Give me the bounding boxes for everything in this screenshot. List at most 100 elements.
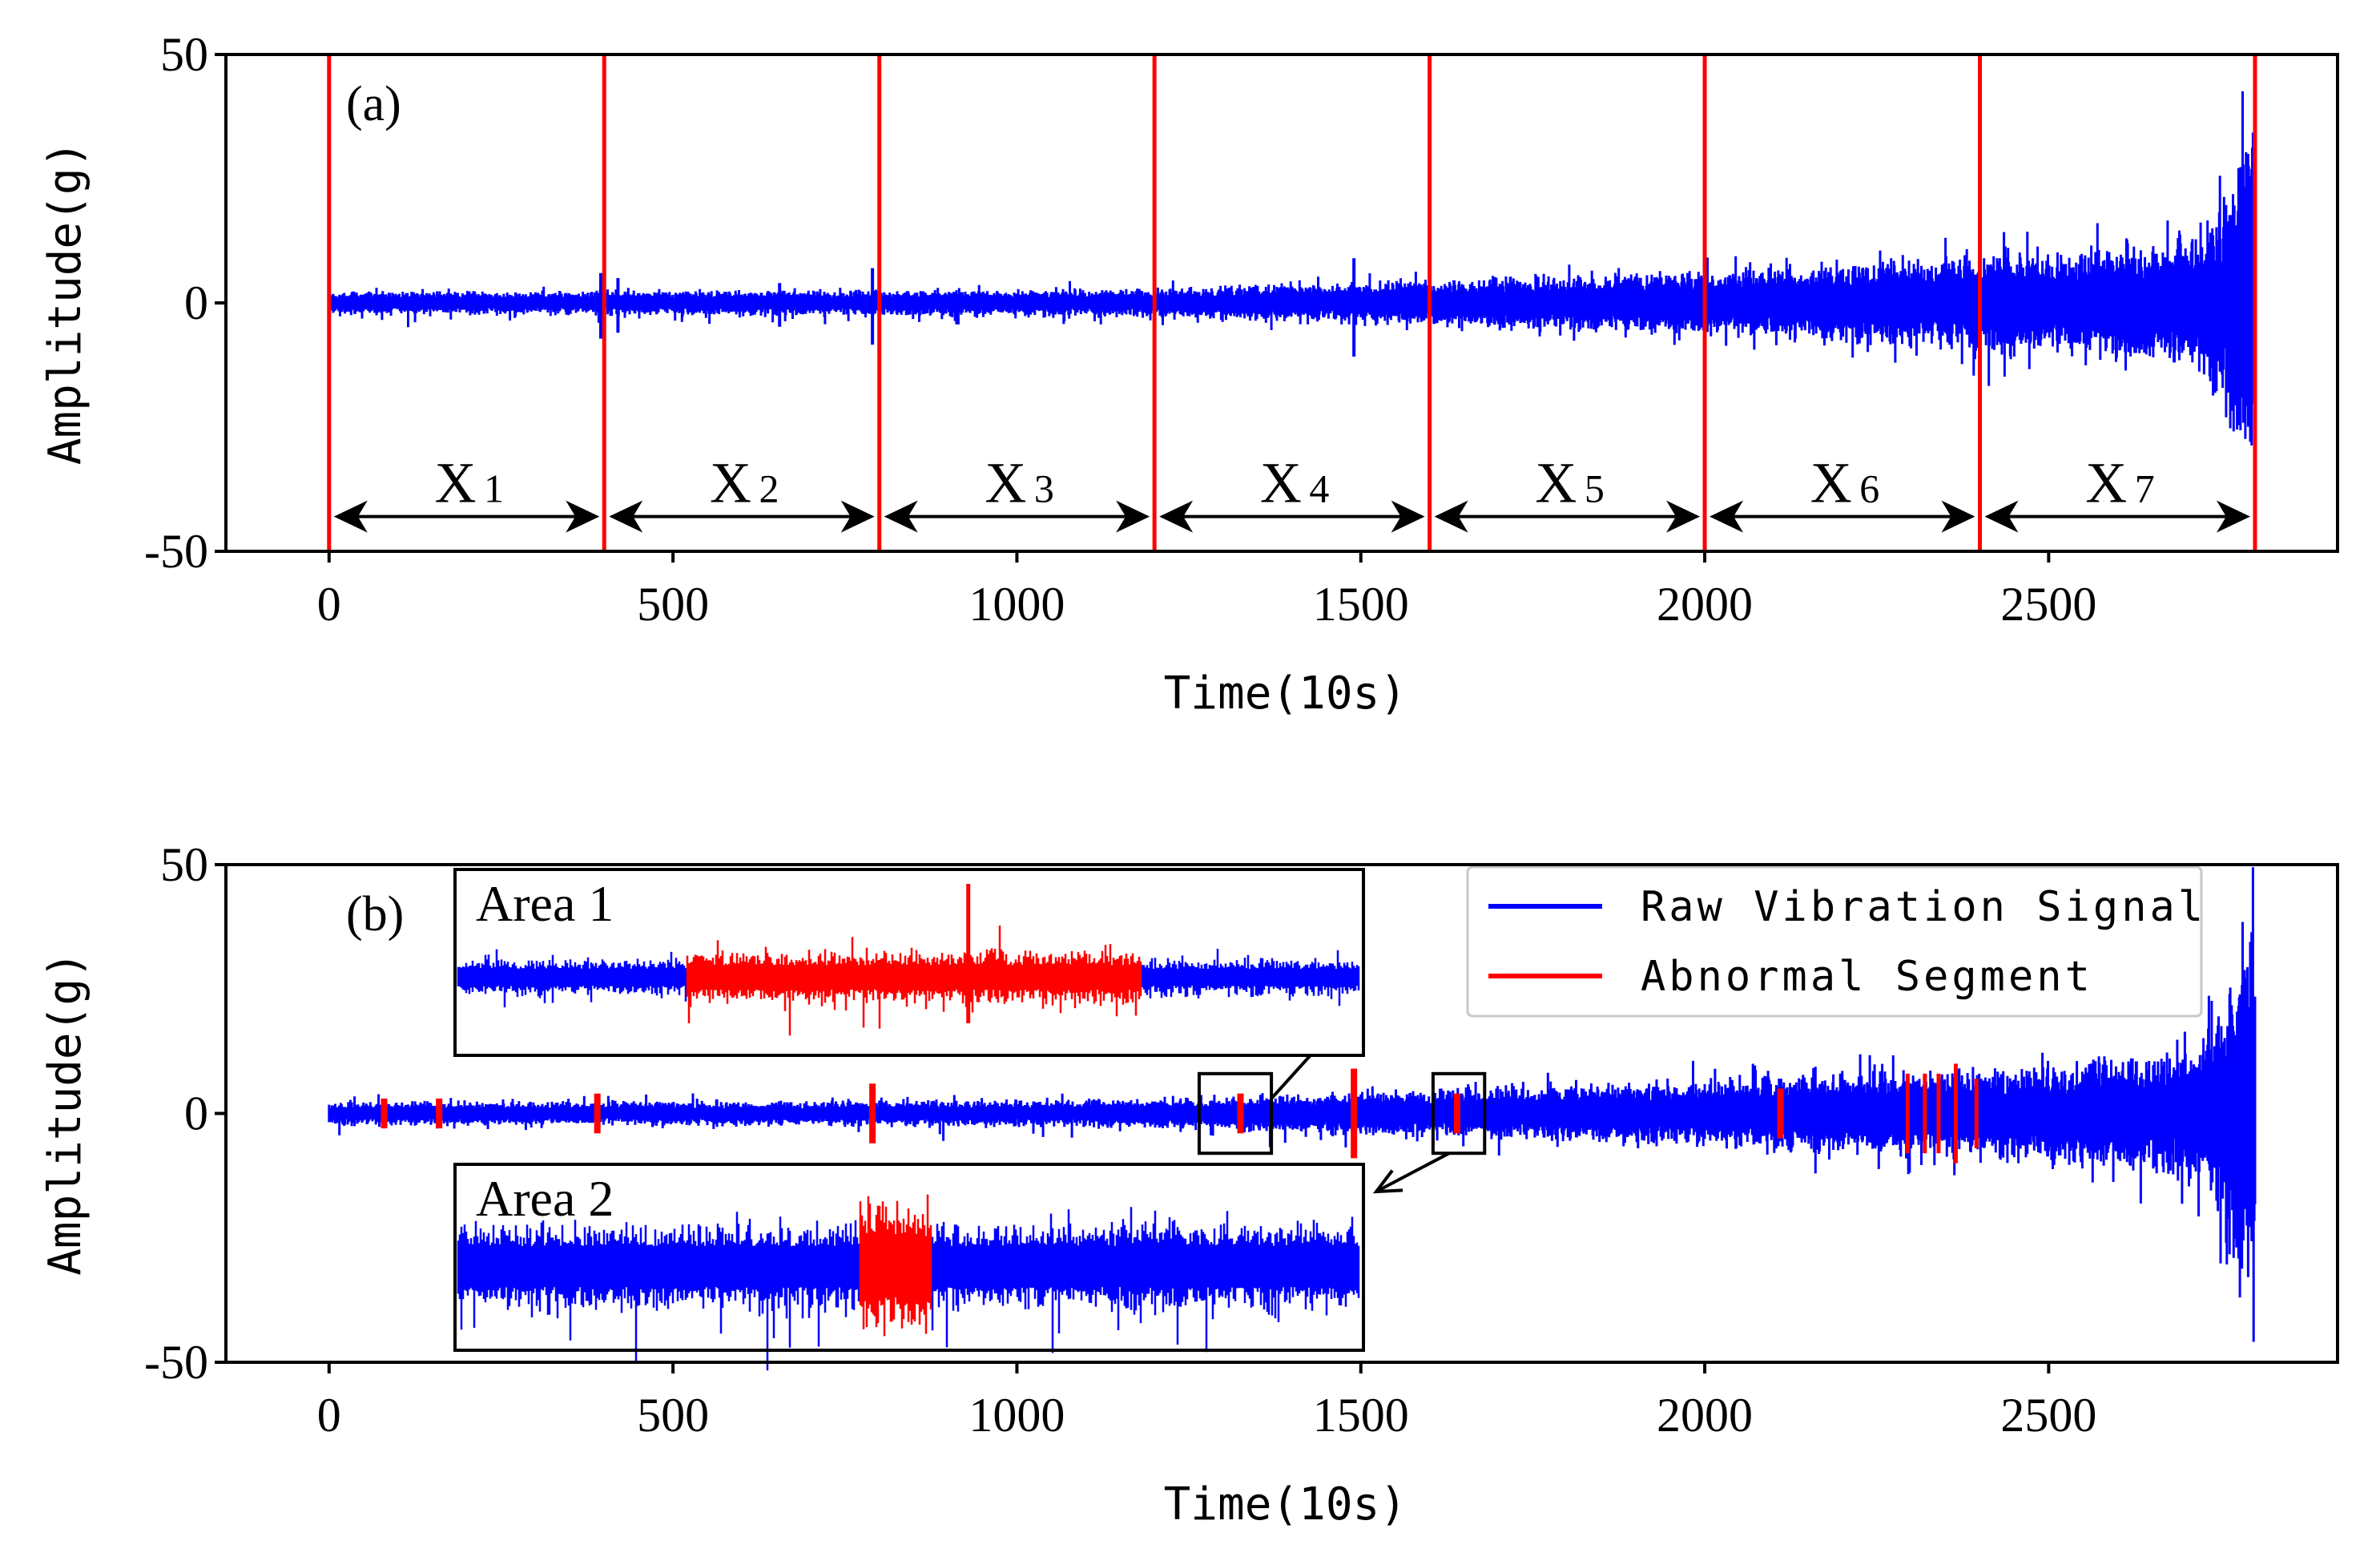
segment-label: X (710, 451, 751, 515)
inset-signal-trace (457, 949, 1360, 1008)
b-x-tick-label: 500 (637, 1389, 709, 1442)
segment-arrow-head-right (1941, 500, 1975, 533)
inset-area-2-frame (453, 1163, 1365, 1352)
zoom-connector-area-2 (1375, 1152, 1450, 1193)
abnormal-segment-mark (869, 1083, 876, 1143)
b-y-tick-label: 50 (160, 838, 208, 891)
a-x-tick-label: 500 (637, 578, 709, 631)
legend-label-abnormal-segment: Abnormal Segment (1641, 953, 2093, 1001)
b-x-tick-label: 2500 (2000, 1389, 2096, 1442)
inset-abnormal-trace (686, 926, 1142, 1036)
abnormal-segment-mark (1351, 1068, 1358, 1159)
a-x-tick-label: 0 (317, 578, 341, 631)
segment-label-subscript: 7 (2135, 466, 2155, 511)
inset-abnormal-trace (859, 1194, 932, 1337)
segment-arrow-head-right (1391, 500, 1425, 533)
b-x-tick-label: 0 (317, 1389, 341, 1442)
zoom-box (1197, 1071, 1274, 1156)
segment-arrow-head-left (1159, 500, 1194, 533)
b-panel-label: (b) (346, 887, 404, 942)
legend-label-raw-signal: Raw Vibration Signal (1641, 883, 2206, 931)
zoom-box (1431, 1071, 1487, 1156)
zoom-connector-area-2-head (1372, 1169, 1403, 1194)
segment-label: X (2085, 451, 2127, 515)
a-y-tick-label: 50 (160, 28, 208, 81)
segment-label: X (435, 451, 477, 515)
abnormal-segment-mark (1905, 1073, 1910, 1154)
a-x-tick-label: 1000 (969, 578, 1065, 631)
b-abnormal-segments (381, 1063, 1979, 1164)
inset-area-1-signal (457, 884, 1360, 1036)
segment-arrow-head-right (566, 500, 600, 533)
a-x-ticks: 0 500 1000 1500 2000 2500 (317, 551, 2096, 631)
segment-arrow-head-right (1666, 500, 1701, 533)
segment-arrow-head-right (840, 500, 875, 533)
abnormal-segment-mark (1953, 1063, 1958, 1164)
a-y-tick-label: -50 (144, 525, 208, 578)
abnormal-segment-mark (1777, 1088, 1784, 1139)
segment-label-subscript: 4 (1309, 466, 1329, 511)
segment-label: X (1810, 451, 1852, 515)
a-y-axis-label: Amplitude(g) (39, 141, 91, 466)
segment-label-subscript: 5 (1585, 466, 1605, 511)
a-raw-vibration-signal (328, 91, 2257, 446)
abnormal-segment-mark (1237, 1093, 1244, 1134)
abnormal-segment-mark (1453, 1093, 1460, 1134)
a-x-tick-label: 1500 (1313, 578, 1409, 631)
segment-label-subscript: 1 (484, 466, 504, 511)
segment-arrow-head-right (1116, 500, 1150, 533)
inset-area-1-title: Area 1 (476, 875, 614, 932)
segment-arrow-head-left (1434, 500, 1468, 533)
signal-trace (328, 867, 2257, 1342)
b-x-tick-label: 2000 (1657, 1389, 1753, 1442)
abnormal-segment-mark (436, 1098, 443, 1129)
segment-arrow-head-left (1984, 500, 2019, 533)
abnormal-segment-mark (1923, 1073, 1927, 1154)
segment-arrow-head-left (1709, 500, 1744, 533)
abnormal-segment-mark (594, 1093, 601, 1134)
segment-label-subscript: 3 (1034, 466, 1054, 511)
a-y-ticks: 50 0 -50 (144, 28, 226, 578)
b-x-tick-label: 1000 (969, 1389, 1065, 1442)
abnormal-segment-mark (1974, 1079, 1979, 1148)
b-y-ticks: 50 0 -50 (144, 838, 226, 1389)
b-y-tick-label: 0 (184, 1087, 208, 1140)
legend: Raw Vibration Signal Abnormal Segment (1466, 865, 2206, 1018)
a-y-tick-label: 0 (184, 276, 208, 329)
a-signal-spikes (598, 258, 1356, 357)
inset-area-2: Area 2 (453, 1163, 1365, 1371)
segment-arrow-head-right (2216, 500, 2250, 533)
b-x-tick-label: 1500 (1313, 1389, 1409, 1442)
segment-arrow-head-left (333, 500, 368, 533)
inset-area-1: Area 1 (453, 868, 1365, 1057)
a-x-axis-label: Time(10s) (1164, 668, 1407, 720)
a-panel-label: (a) (346, 77, 401, 131)
segment-label: X (985, 451, 1026, 515)
legend-box (1466, 865, 2203, 1018)
abnormal-segment-mark (1936, 1073, 1941, 1154)
segment-arrow-head-left (609, 500, 643, 533)
b-y-tick-label: -50 (144, 1336, 208, 1389)
segment-label: X (1260, 451, 1302, 515)
b-y-axis-label: Amplitude(g) (39, 951, 91, 1276)
inset-area-2-title: Area 2 (476, 1170, 614, 1227)
b-x-axis-label: Time(10s) (1164, 1478, 1407, 1531)
inset-signal-trace (457, 1207, 1360, 1371)
a-x-tick-label: 2000 (1657, 578, 1753, 631)
segment-label-subscript: 2 (759, 466, 779, 511)
abnormal-segment-mark (381, 1098, 388, 1129)
a-segment-boundaries (327, 54, 2257, 551)
inset-area-1-frame (453, 868, 1365, 1057)
segment-label-subscript: 6 (1859, 466, 1879, 511)
b-raw-vibration-signal (328, 867, 2257, 1342)
b-x-ticks: 0 500 1000 1500 2000 2500 (317, 1362, 2096, 1442)
a-x-tick-label: 2500 (2000, 578, 2096, 631)
signal-trace (328, 91, 2257, 446)
panel-b: Area 1 Area 2 Raw Vibration Signal Abnor… (39, 838, 2339, 1531)
segment-label: X (1535, 451, 1577, 515)
inset-area-2-signal (457, 1194, 1360, 1371)
segment-arrow-head-left (884, 500, 918, 533)
